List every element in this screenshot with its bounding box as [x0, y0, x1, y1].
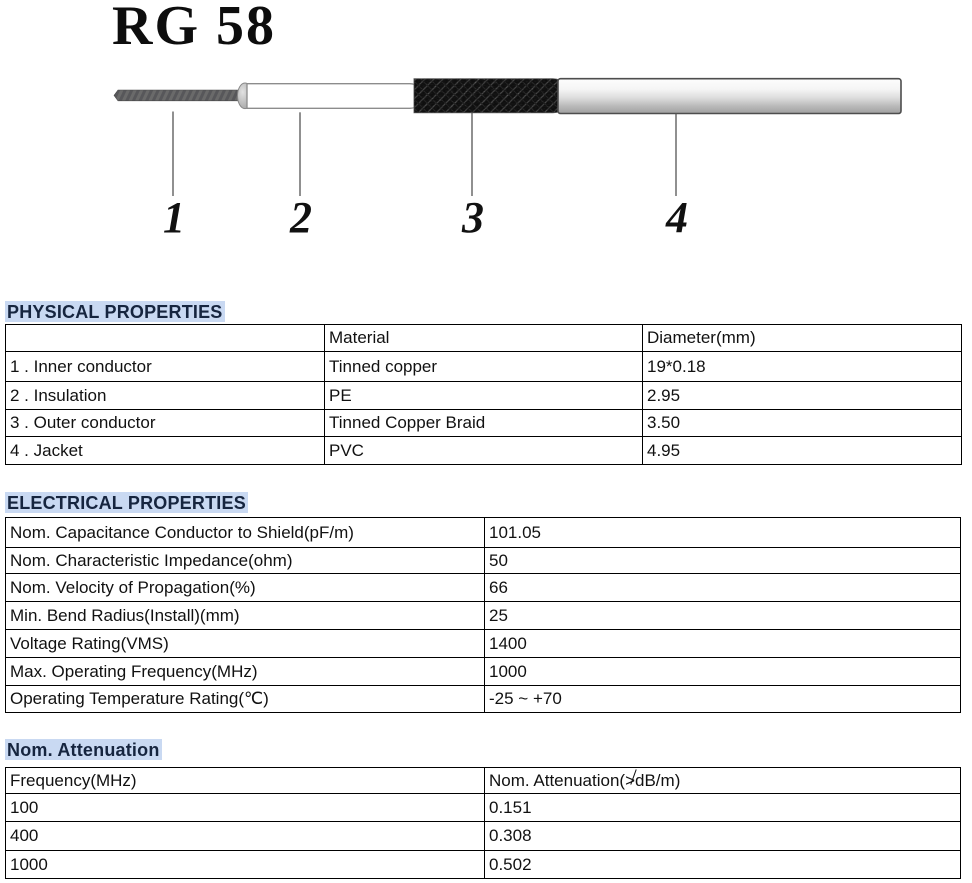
svg-text:3: 3 [461, 193, 484, 242]
svg-text:1: 1 [163, 193, 185, 242]
svg-text:4: 4 [665, 193, 688, 242]
svg-text:2: 2 [289, 193, 312, 242]
